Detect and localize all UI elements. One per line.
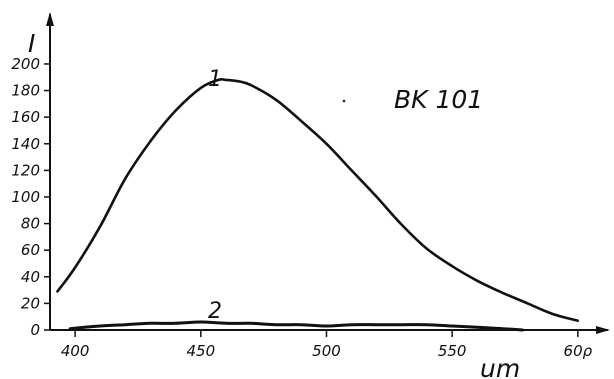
x-tick-label: 60ρ	[564, 342, 593, 360]
x-tick-label: 450	[186, 342, 215, 360]
x-axis-label: um	[480, 354, 520, 379]
x-axis-arrow	[596, 326, 610, 334]
y-tick-label: 180	[11, 82, 40, 100]
y-tick-label: 0	[30, 321, 40, 339]
series-label-2: 2	[208, 299, 222, 324]
y-tick-label: 100	[11, 188, 40, 206]
y-tick-label: 160	[11, 108, 40, 126]
series-line-1	[56, 77, 580, 322]
y-tick-label: 120	[11, 161, 40, 179]
series-line-2	[68, 320, 524, 332]
ticks: 0 20 40 60 80 100 120 140 160 180 200 400 450 500 550 6…	[11, 55, 592, 360]
x-tick-label: 400	[61, 342, 90, 360]
y-axis-arrow	[46, 12, 54, 26]
series-group	[56, 77, 580, 332]
y-axis-label: I	[28, 29, 35, 58]
x-tick-label: 500	[312, 342, 341, 360]
y-tick-label: 140	[11, 135, 40, 153]
y-tick-label: 200	[11, 55, 40, 73]
x-tick-label: 550	[438, 342, 467, 360]
y-tick-label: 80	[21, 215, 40, 233]
y-tick-label: 20	[21, 294, 40, 312]
y-tick-label: 40	[21, 268, 40, 286]
chart-title: BK 101	[394, 85, 483, 114]
y-tick-label: 60	[21, 241, 40, 259]
stray-dot	[342, 99, 346, 103]
axes	[46, 12, 610, 334]
series-label-1: 1	[208, 67, 222, 92]
